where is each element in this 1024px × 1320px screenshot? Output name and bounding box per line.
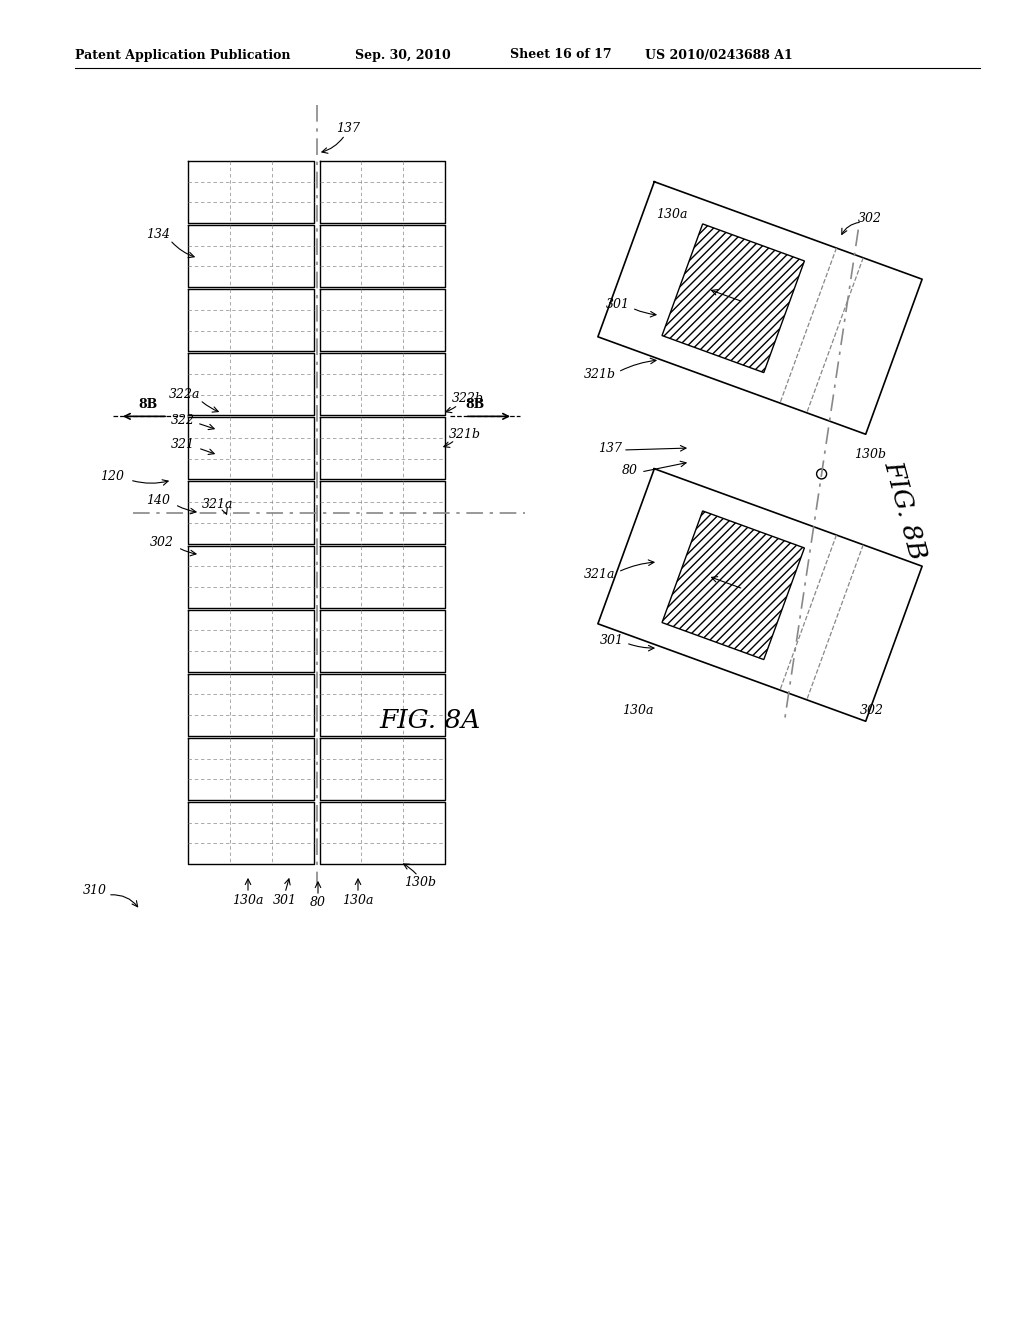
Text: 321: 321 [171, 438, 195, 451]
Text: US 2010/0243688 A1: US 2010/0243688 A1 [645, 49, 793, 62]
Text: 130a: 130a [623, 704, 653, 717]
Text: 301: 301 [600, 634, 624, 647]
Text: 137: 137 [336, 121, 360, 135]
Text: 321b: 321b [584, 368, 616, 381]
Text: 130a: 130a [656, 209, 688, 222]
Text: 301: 301 [273, 894, 297, 907]
Text: 322a: 322a [169, 388, 201, 401]
Text: 80: 80 [310, 896, 326, 909]
Text: 302: 302 [860, 704, 884, 717]
Text: Sheet 16 of 17: Sheet 16 of 17 [510, 49, 611, 62]
Text: Sep. 30, 2010: Sep. 30, 2010 [355, 49, 451, 62]
Text: 120: 120 [100, 470, 124, 483]
Text: 130b: 130b [854, 449, 886, 462]
Text: 134: 134 [146, 228, 170, 242]
Text: 130a: 130a [232, 894, 264, 907]
Text: 302: 302 [858, 211, 882, 224]
Polygon shape [663, 224, 805, 372]
Text: 310: 310 [83, 883, 106, 896]
Text: 322: 322 [171, 413, 195, 426]
Text: 321a: 321a [203, 499, 233, 511]
Text: 8B: 8B [465, 397, 484, 411]
Text: 140: 140 [146, 494, 170, 507]
Text: 8B: 8B [138, 397, 158, 411]
Text: 321b: 321b [449, 429, 481, 441]
Text: 137: 137 [598, 441, 622, 454]
Text: 321a: 321a [585, 569, 615, 582]
Text: FIG. 8B: FIG. 8B [880, 458, 930, 562]
Text: FIG. 8A: FIG. 8A [379, 708, 480, 733]
Text: 301: 301 [606, 298, 630, 312]
Text: 80: 80 [622, 463, 638, 477]
Text: 302: 302 [150, 536, 174, 549]
Polygon shape [663, 511, 805, 660]
Text: Patent Application Publication: Patent Application Publication [75, 49, 291, 62]
Text: 322b: 322b [452, 392, 484, 404]
Text: 130a: 130a [342, 894, 374, 907]
Text: 130b: 130b [404, 875, 436, 888]
